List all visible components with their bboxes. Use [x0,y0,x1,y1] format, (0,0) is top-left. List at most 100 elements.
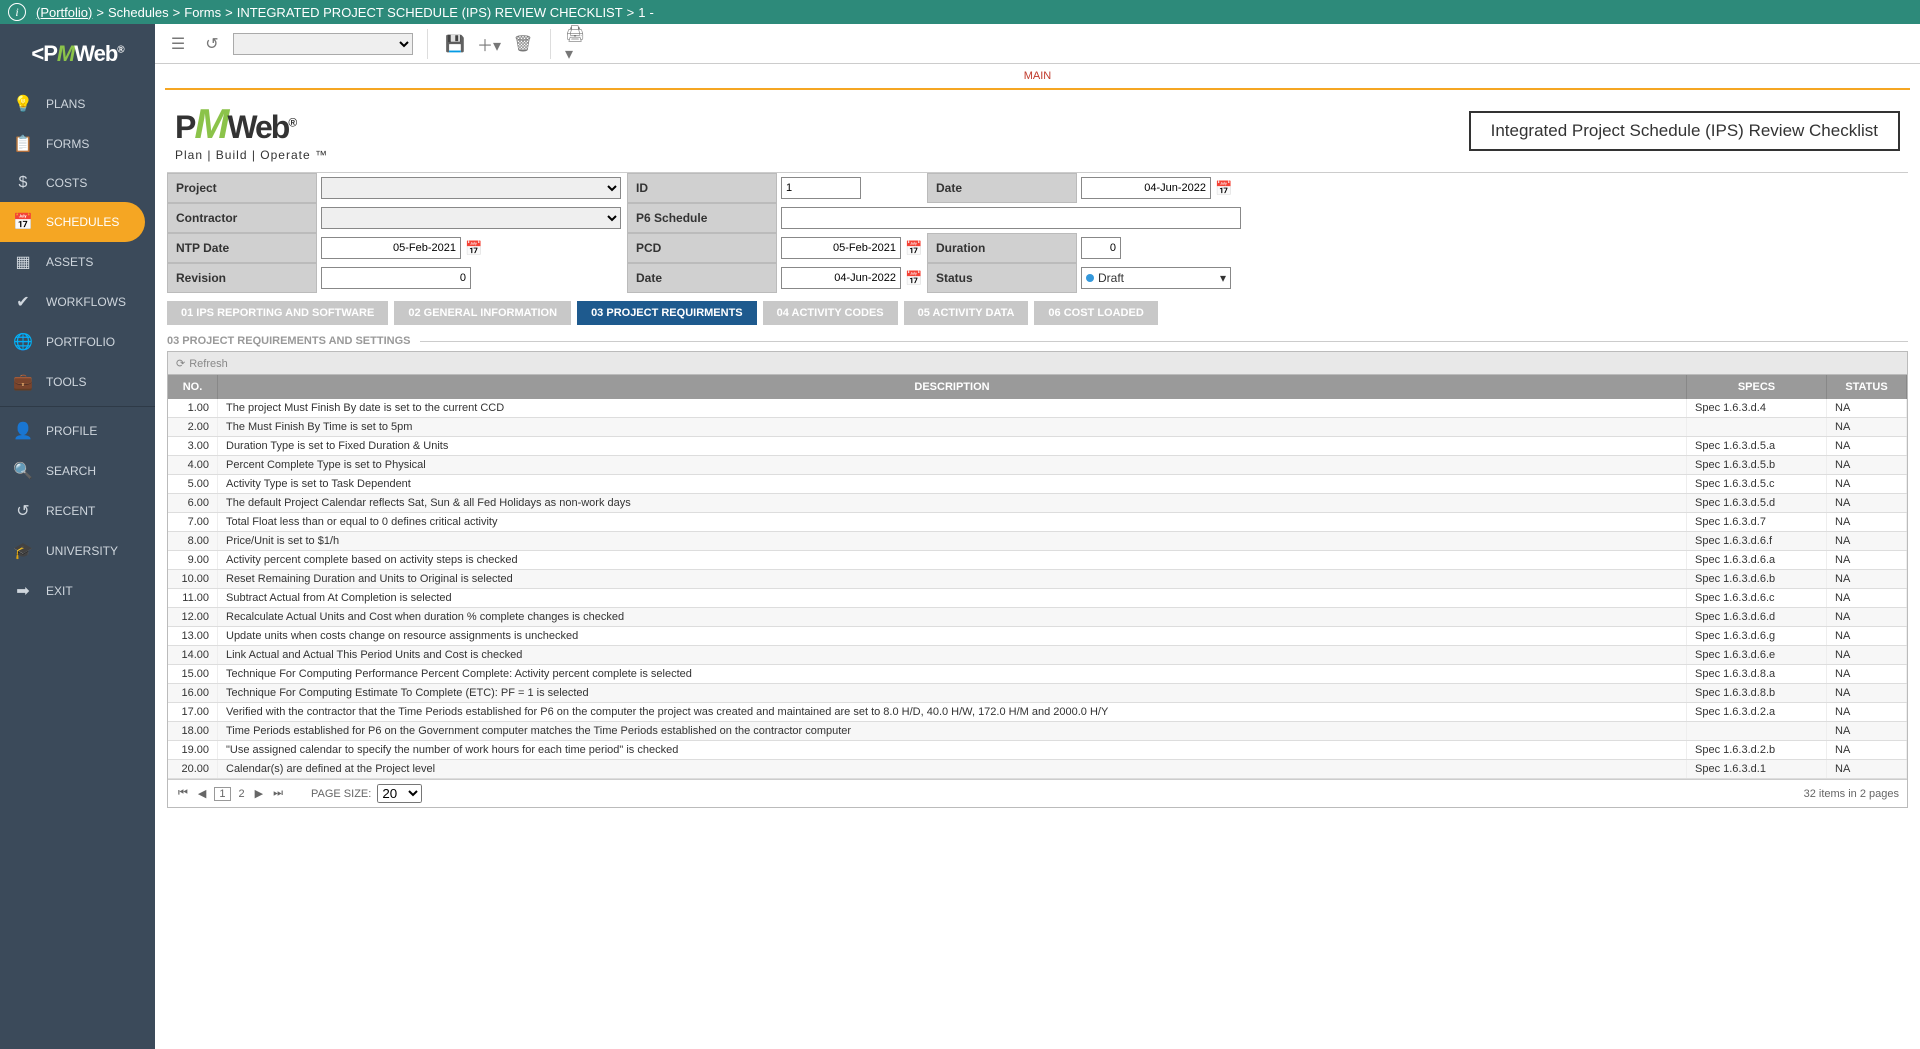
table-row[interactable]: 2.00The Must Finish By Time is set to 5p… [168,418,1907,437]
calendar-icon[interactable]: 📅 [905,240,922,257]
sidebar-item-schedules[interactable]: 📅SCHEDULES [0,202,145,242]
pager-last[interactable]: ⏭ [271,787,285,800]
table-row[interactable]: 10.00Reset Remaining Duration and Units … [168,570,1907,589]
cell-status: NA [1827,589,1907,607]
cell-desc: Duration Type is set to Fixed Duration &… [218,437,1687,455]
cell-no: 1.00 [168,399,218,417]
tab-5[interactable]: 06 COST LOADED [1034,301,1157,325]
input-contractor[interactable] [321,207,621,229]
sidebar-item-workflows[interactable]: ✔WORKFLOWS [0,282,155,322]
pager-first[interactable]: ⏮ [176,787,190,800]
table-row[interactable]: 7.00Total Float less than or equal to 0 … [168,513,1907,532]
breadcrumb-portfolio[interactable]: (Portfolio) [36,5,92,20]
cell-specs: Spec 1.6.3.d.6.f [1687,532,1827,550]
calendar-icon[interactable]: 📅 [465,240,482,257]
tab-2[interactable]: 03 PROJECT REQUIRMENTS [577,301,757,325]
breadcrumb-forms[interactable]: Forms [184,5,221,20]
sidebar-item-tools[interactable]: 💼TOOLS [0,362,155,402]
cell-desc: Subtract Actual from At Completion is se… [218,589,1687,607]
table-row[interactable]: 9.00Activity percent complete based on a… [168,551,1907,570]
sidebar-item-label: FORMS [46,137,89,151]
input-p6[interactable] [781,207,1241,229]
cell-specs: Spec 1.6.3.d.2.a [1687,703,1827,721]
sidebar-item-label: SCHEDULES [46,215,119,229]
info-icon[interactable]: i [8,3,26,21]
input-duration[interactable] [1081,237,1121,259]
table-row[interactable]: 3.00Duration Type is set to Fixed Durati… [168,437,1907,456]
input-date2[interactable] [781,267,901,289]
print-icon[interactable]: 🖨▾ [565,31,591,57]
list-icon[interactable]: ☰ [165,31,191,57]
pager-prev[interactable]: ◀ [196,787,208,800]
sidebar-item-forms[interactable]: 📋FORMS [0,124,155,164]
cell-status: NA [1827,760,1907,778]
input-ntp[interactable] [321,237,461,259]
sidebar-item-exit[interactable]: ➡EXIT [0,571,155,611]
table-row[interactable]: 1.00The project Must Finish By date is s… [168,399,1907,418]
app-logo[interactable]: <PMWeb® [0,24,155,84]
cell-status: NA [1827,418,1907,436]
pager-page-2[interactable]: 2 [237,788,247,800]
table-row[interactable]: 6.00The default Project Calendar reflect… [168,494,1907,513]
cell-status: NA [1827,627,1907,645]
label-ntp: NTP Date [167,233,317,263]
cell-desc: Total Float less than or equal to 0 defi… [218,513,1687,531]
delete-icon[interactable]: 🗑 [510,31,536,57]
label-id: ID [627,173,777,203]
history-icon[interactable]: ↺ [199,31,225,57]
cell-specs: Spec 1.6.3.d.5.c [1687,475,1827,493]
sidebar-item-university[interactable]: 🎓UNIVERSITY [0,531,155,571]
sidebar-item-profile[interactable]: 👤PROFILE [0,411,155,451]
table-row[interactable]: 4.00Percent Complete Type is set to Phys… [168,456,1907,475]
sidebar-item-search[interactable]: 🔍SEARCH [0,451,155,491]
cell-no: 18.00 [168,722,218,740]
sidebar-item-label: ASSETS [46,255,93,269]
sidebar-item-plans[interactable]: 💡PLANS [0,84,155,124]
sidebar-icon: ▦ [14,252,32,272]
input-pcd[interactable] [781,237,901,259]
table-row[interactable]: 11.00Subtract Actual from At Completion … [168,589,1907,608]
pager-size-select[interactable]: 20 [377,784,422,803]
tab-4[interactable]: 05 ACTIVITY DATA [904,301,1029,325]
input-id[interactable] [781,177,861,199]
table-row[interactable]: 5.00Activity Type is set to Task Depende… [168,475,1907,494]
cell-no: 7.00 [168,513,218,531]
input-date[interactable] [1081,177,1211,199]
table-row[interactable]: 15.00Technique For Computing Performance… [168,665,1907,684]
cell-specs: Spec 1.6.3.d.5.d [1687,494,1827,512]
table-row[interactable]: 16.00Technique For Computing Estimate To… [168,684,1907,703]
cell-desc: Link Actual and Actual This Period Units… [218,646,1687,664]
table-row[interactable]: 19.00"Use assigned calendar to specify t… [168,741,1907,760]
table-row[interactable]: 14.00Link Actual and Actual This Period … [168,646,1907,665]
tab-3[interactable]: 04 ACTIVITY CODES [763,301,898,325]
input-project[interactable] [321,177,621,199]
breadcrumb-record[interactable]: INTEGRATED PROJECT SCHEDULE (IPS) REVIEW… [237,5,623,20]
add-icon[interactable]: ＋▾ [476,31,502,57]
sidebar-item-costs[interactable]: $COSTS [0,164,155,202]
pager-next[interactable]: ▶ [253,787,265,800]
sidebar-item-assets[interactable]: ▦ ASSETS [0,242,155,282]
breadcrumb-schedules[interactable]: Schedules [108,5,169,20]
save-icon[interactable]: 💾 [442,31,468,57]
cell-desc: Time Periods established for P6 on the G… [218,722,1687,740]
label-contractor: Contractor [167,203,317,233]
table-row[interactable]: 18.00Time Periods established for P6 on … [168,722,1907,741]
toolbar-select[interactable] [233,33,413,55]
cell-specs: Spec 1.6.3.d.5.b [1687,456,1827,474]
table-row[interactable]: 17.00Verified with the contractor that t… [168,703,1907,722]
tab-0[interactable]: 01 IPS REPORTING AND SOFTWARE [167,301,388,325]
sidebar-item-portfolio[interactable]: 🌐PORTFOLIO [0,322,155,362]
table-row[interactable]: 13.00Update units when costs change on r… [168,627,1907,646]
calendar-icon[interactable]: 📅 [905,270,922,287]
calendar-icon[interactable]: 📅 [1215,180,1232,197]
label-date2: Date [627,263,777,293]
refresh-button[interactable]: ⟳Refresh [176,357,228,370]
table-row[interactable]: 8.00Price/Unit is set to $1/hSpec 1.6.3.… [168,532,1907,551]
sidebar-item-recent[interactable]: ↺RECENT [0,491,155,531]
pager-page-1[interactable]: 1 [214,787,230,801]
input-revision[interactable] [321,267,471,289]
table-row[interactable]: 20.00Calendar(s) are defined at the Proj… [168,760,1907,779]
table-row[interactable]: 12.00Recalculate Actual Units and Cost w… [168,608,1907,627]
tab-1[interactable]: 02 GENERAL INFORMATION [394,301,571,325]
input-status[interactable]: Draft▾ [1081,267,1231,289]
